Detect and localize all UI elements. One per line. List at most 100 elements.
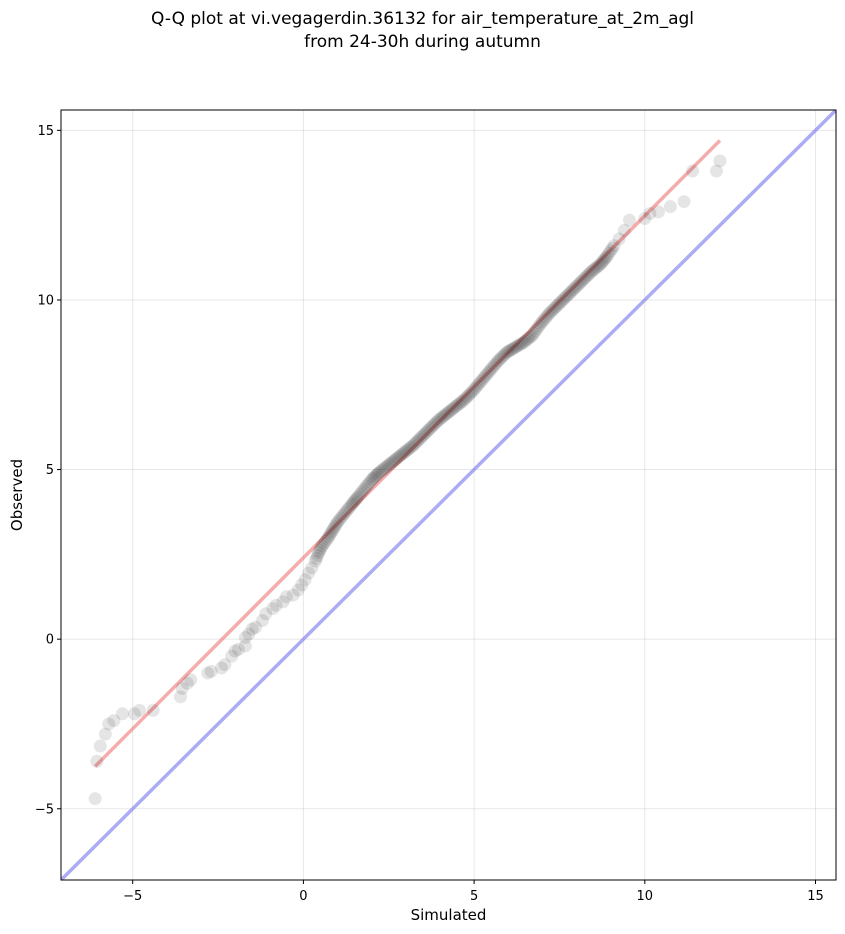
data-point — [588, 261, 602, 275]
data-point — [175, 681, 189, 695]
data-point — [532, 319, 546, 333]
data-point — [517, 335, 531, 349]
data-point — [440, 407, 454, 421]
data-point — [493, 352, 507, 366]
data-point — [373, 465, 387, 479]
data-point — [542, 307, 556, 321]
data-point — [599, 251, 613, 265]
data-point — [465, 385, 479, 399]
data-point — [488, 358, 502, 372]
data-point — [414, 430, 428, 444]
data-point — [491, 354, 505, 368]
data-point — [387, 454, 401, 468]
data-point — [382, 458, 396, 472]
data-point — [127, 707, 141, 721]
data-point — [339, 505, 353, 519]
data-point — [401, 443, 415, 457]
data-point — [510, 339, 524, 353]
data-point — [319, 534, 333, 548]
data-point — [90, 754, 104, 768]
data-point — [336, 509, 350, 523]
data-point — [361, 477, 375, 491]
data-point — [546, 303, 560, 317]
data-point — [464, 386, 478, 400]
chart-subtitle: from 24-30h during autumn — [304, 32, 541, 52]
data-point — [564, 284, 578, 298]
data-point — [484, 362, 498, 376]
data-point — [474, 374, 488, 388]
data-point — [411, 434, 425, 448]
data-point — [489, 356, 503, 370]
data-point — [350, 491, 364, 505]
data-point — [399, 444, 413, 458]
data-point — [327, 521, 341, 535]
data-point — [570, 279, 584, 293]
data-point — [438, 408, 452, 422]
data-point — [552, 296, 566, 310]
data-point — [436, 409, 450, 423]
data-point — [88, 792, 102, 806]
data-point — [686, 164, 700, 178]
data-point — [638, 212, 652, 226]
data-point — [527, 326, 541, 340]
data-point — [566, 283, 580, 297]
data-point — [259, 607, 273, 621]
data-point — [348, 493, 362, 507]
data-point — [133, 703, 147, 717]
x-tick-label: 5 — [470, 889, 478, 904]
data-point — [457, 393, 471, 407]
data-point — [607, 239, 621, 253]
data-point — [476, 372, 490, 386]
data-point — [245, 622, 259, 636]
data-point — [453, 396, 467, 410]
data-point — [556, 293, 570, 307]
identity-line — [61, 110, 836, 880]
data-point — [146, 703, 160, 717]
data-point — [602, 246, 616, 260]
data-point — [298, 573, 312, 587]
data-point — [369, 469, 383, 483]
data-point — [500, 346, 514, 360]
data-point — [617, 223, 631, 237]
data-point — [445, 403, 459, 417]
data-point — [460, 390, 474, 404]
data-point — [354, 485, 368, 499]
data-point — [590, 260, 604, 274]
data-point — [467, 383, 481, 397]
data-point — [573, 276, 587, 290]
data-point — [232, 642, 246, 656]
grid — [61, 110, 836, 880]
data-point — [494, 351, 508, 365]
data-point — [423, 422, 437, 436]
x-tick-label: 10 — [637, 889, 654, 904]
data-point — [360, 479, 374, 493]
y-tick-label: 10 — [37, 293, 54, 308]
data-point — [344, 498, 358, 512]
data-point — [663, 200, 677, 214]
data-point — [238, 639, 252, 653]
data-point — [508, 340, 522, 354]
data-point — [404, 440, 418, 454]
data-point — [471, 378, 485, 392]
data-point — [568, 281, 582, 295]
data-point — [173, 690, 187, 704]
x-tick-label: −5 — [123, 889, 142, 904]
data-point — [596, 254, 610, 268]
data-point — [506, 341, 520, 355]
data-point — [472, 376, 486, 390]
y-tick-label: 5 — [46, 463, 54, 478]
data-point — [583, 266, 597, 280]
data-point — [390, 451, 404, 465]
data-point — [395, 447, 409, 461]
data-point — [482, 364, 496, 378]
data-point — [498, 347, 512, 361]
data-point — [313, 543, 327, 557]
data-point — [107, 714, 121, 728]
data-point — [677, 195, 691, 209]
data-point — [426, 418, 440, 432]
data-point — [578, 271, 592, 285]
data-point — [312, 546, 326, 560]
data-point — [389, 452, 403, 466]
y-tick-label: 0 — [46, 633, 54, 648]
